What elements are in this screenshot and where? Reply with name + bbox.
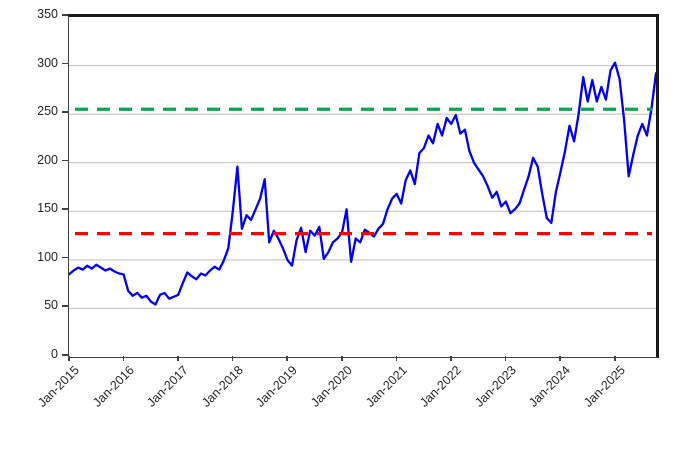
x-tick-mark: [231, 355, 234, 361]
y-tick-label: 250: [37, 104, 58, 119]
plot-svg: [69, 61, 656, 309]
x-tick-label: Jan-2018: [198, 362, 246, 410]
y-tick-label: 200: [37, 152, 58, 167]
x-tick-mark: [341, 355, 343, 361]
y-tick-mark: [61, 14, 68, 16]
data-series-line: [69, 61, 656, 306]
y-tick-label: 150: [37, 201, 58, 216]
x-tick-mark: [286, 355, 288, 361]
y-tick-label: 350: [37, 7, 58, 21]
x-tick-mark: [68, 355, 70, 361]
x-tick-label: Jan-2024: [526, 362, 574, 410]
y-tick-mark: [61, 111, 68, 113]
x-tick-mark: [122, 355, 125, 361]
x-tick-mark: [504, 355, 507, 361]
x-tick-label: Jan-2015: [35, 362, 82, 410]
x-tick-label: Jan-2021: [362, 362, 410, 410]
y-tick-mark: [61, 62, 68, 65]
gridlines: [69, 65, 656, 309]
x-tick-mark: [177, 355, 179, 361]
y-tick-mark: [61, 208, 68, 210]
x-tick-label: Jan-2025: [581, 362, 628, 410]
x-tick-label: Jan-2020: [308, 362, 355, 410]
x-tick-label: Jan-2019: [253, 362, 301, 410]
reference-lines: [75, 107, 652, 236]
y-tick-label: 0: [51, 347, 58, 361]
plot-area: [68, 14, 659, 358]
x-tick-mark: [395, 355, 398, 361]
x-tick-mark: [450, 355, 452, 361]
x-tick-label: Jan-2022: [417, 362, 465, 410]
x-tick-label: Jan-2016: [89, 362, 137, 410]
y-tick-label: 100: [37, 249, 58, 264]
x-tick-mark: [559, 355, 561, 361]
x-tick-label: Jan-2023: [471, 362, 519, 410]
y-tick-mark: [61, 256, 68, 259]
y-tick-mark: [61, 305, 68, 307]
x-tick-label: Jan-2017: [144, 362, 192, 410]
y-tick-label: 300: [37, 55, 58, 70]
y-tick-mark: [61, 159, 68, 162]
y-tick-mark: [61, 354, 68, 356]
y-tick-label: 50: [44, 298, 58, 313]
x-tick-mark: [614, 355, 616, 361]
